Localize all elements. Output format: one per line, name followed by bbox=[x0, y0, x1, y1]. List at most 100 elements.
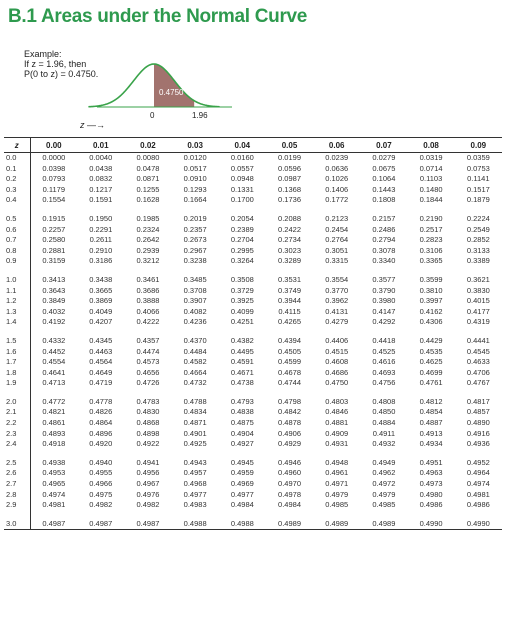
probability-cell: 0.4850 bbox=[372, 407, 396, 417]
group-spacer bbox=[4, 266, 502, 275]
probability-cell: 0.2123 bbox=[325, 213, 349, 223]
spacer-cell bbox=[360, 389, 407, 397]
probability-cell: 0.2673 bbox=[183, 235, 207, 245]
probability-cell: 0.4783 bbox=[136, 396, 160, 406]
table-row: 2.0 0.4772 0.4778 0.4783 0.4788 0.4793 0.4798 0… bbox=[4, 396, 502, 408]
probability-cell: 0.0871 bbox=[136, 174, 160, 184]
probability-cell: 0.1985 bbox=[136, 213, 160, 223]
probability-cell: 0.4573 bbox=[136, 357, 160, 367]
probability-cell: 0.4772 bbox=[42, 396, 66, 406]
z-value-cell: 2.6 bbox=[4, 468, 31, 480]
probability-cell: 0.4913 bbox=[419, 428, 443, 438]
probability-cell: 0.4990 bbox=[407, 518, 455, 531]
probability-cell: 0.4940 bbox=[89, 457, 113, 467]
probability-cell: 0.3925 bbox=[230, 296, 254, 306]
spacer-cell bbox=[266, 450, 313, 458]
probability-cell: 0.4861 bbox=[42, 418, 66, 428]
column-header: 0.04 bbox=[218, 137, 266, 153]
spacer-cell bbox=[360, 206, 407, 214]
probability-cell: 0.3289 bbox=[278, 256, 301, 266]
probability-cell: 0.2794 bbox=[372, 235, 396, 245]
probability-cell: 0.3315 bbox=[325, 256, 349, 266]
probability-cell: 0.4864 bbox=[89, 418, 113, 428]
table-row: 1.1 0.3643 0.3665 0.3686 0.3708 0.3729 0.3749 0… bbox=[4, 285, 502, 297]
probability-cell: 0.4887 bbox=[419, 418, 443, 428]
probability-cell: 0.4956 bbox=[136, 468, 160, 478]
probability-cell: 0.3508 bbox=[230, 274, 254, 284]
table-row: 2.8 0.4974 0.4975 0.4976 0.4977 0.4977 0.4978 0… bbox=[4, 489, 502, 501]
probability-cell: 0.4957 bbox=[183, 468, 207, 478]
probability-cell: 0.4279 bbox=[325, 317, 349, 327]
probability-cell: 0.4975 bbox=[89, 489, 113, 499]
probability-cell: 0.4830 bbox=[136, 407, 160, 417]
probability-cell: 0.3962 bbox=[325, 296, 349, 306]
spacer-cell bbox=[4, 510, 31, 519]
z-value-cell: 2.7 bbox=[4, 479, 31, 490]
probability-cell: 0.4842 bbox=[278, 407, 301, 417]
probability-cell: 0.3106 bbox=[419, 245, 443, 255]
bell-curve bbox=[88, 63, 220, 108]
probability-cell: 0.4370 bbox=[183, 335, 207, 345]
z-direction-indicator: z —→ bbox=[80, 120, 105, 130]
probability-cell: 0.4192 bbox=[42, 317, 66, 327]
column-header: 0.01 bbox=[77, 137, 125, 153]
table-row: 2.2 0.4861 0.4864 0.4868 0.4871 0.4875 0.4878 0… bbox=[4, 418, 502, 429]
spacer-cell bbox=[360, 511, 407, 519]
probability-cell: 0.4236 bbox=[183, 317, 207, 327]
probability-cell: 0.0438 bbox=[89, 163, 113, 173]
probability-cell: 0.4977 bbox=[183, 489, 207, 499]
probability-cell: 0.4265 bbox=[278, 317, 301, 327]
probability-cell: 0.4984 bbox=[278, 500, 301, 510]
spacer-cell bbox=[77, 206, 124, 214]
probability-cell: 0.3907 bbox=[183, 296, 207, 306]
probability-cell: 0.2517 bbox=[419, 224, 443, 234]
probability-cell: 0.4599 bbox=[278, 357, 301, 367]
probability-cell: 0.4066 bbox=[136, 306, 160, 316]
probability-cell: 0.4857 bbox=[466, 407, 490, 417]
table-row: 1.6 0.4452 0.4463 0.4474 0.4484 0.4495 0.4505 0… bbox=[4, 346, 502, 358]
probability-cell: 0.3830 bbox=[466, 285, 490, 295]
probability-cell: 0.0199 bbox=[278, 153, 301, 162]
probability-cell: 0.3365 bbox=[419, 256, 443, 266]
probability-cell: 0.4984 bbox=[230, 500, 254, 510]
probability-cell: 0.4896 bbox=[89, 428, 113, 438]
z-value-cell: 0.9 bbox=[4, 256, 31, 267]
probability-cell: 0.4744 bbox=[278, 378, 301, 388]
probability-cell: 0.4973 bbox=[419, 479, 443, 489]
probability-cell: 0.4878 bbox=[278, 418, 301, 428]
probability-cell: 0.0948 bbox=[230, 174, 254, 184]
probability-cell: 0.4854 bbox=[419, 407, 443, 417]
probability-cell: 0.4987 bbox=[77, 518, 125, 531]
probability-cell: 0.4961 bbox=[325, 468, 349, 478]
table-row: 2.5 0.4938 0.4940 0.4941 0.4943 0.4945 0.4946 0… bbox=[4, 457, 502, 469]
probability-cell: 0.2088 bbox=[278, 213, 301, 223]
spacer-cell bbox=[172, 511, 219, 519]
probability-cell: 0.2910 bbox=[89, 245, 113, 255]
probability-cell: 0.4979 bbox=[325, 489, 349, 499]
probability-cell: 0.2389 bbox=[230, 224, 254, 234]
probability-cell: 0.4147 bbox=[372, 306, 396, 316]
probability-cell: 0.3869 bbox=[89, 296, 113, 306]
spacer-cell bbox=[408, 206, 455, 214]
probability-cell: 0.4761 bbox=[419, 378, 443, 388]
probability-cell: 0.4970 bbox=[278, 479, 301, 489]
z-value-cell: 2.4 bbox=[4, 439, 31, 450]
probability-cell: 0.4505 bbox=[278, 346, 301, 356]
probability-cell: 0.4948 bbox=[325, 457, 349, 467]
z-value-cell: 0.8 bbox=[4, 245, 31, 257]
probability-cell: 0.1628 bbox=[136, 195, 160, 205]
probability-cell: 0.0319 bbox=[419, 153, 443, 162]
probability-cell: 0.4177 bbox=[466, 306, 490, 316]
probability-cell: 0.4988 bbox=[218, 518, 266, 531]
probability-cell: 0.3643 bbox=[42, 285, 66, 295]
probability-cell: 0.4484 bbox=[183, 346, 207, 356]
probability-cell: 0.3159 bbox=[42, 256, 66, 266]
probability-cell: 0.4941 bbox=[136, 457, 160, 467]
table-row: 1.4 0.4192 0.4207 0.4222 0.4236 0.4251 0.4265 0… bbox=[4, 317, 502, 328]
spacer-cell bbox=[4, 388, 31, 397]
probability-cell: 0.4625 bbox=[419, 357, 443, 367]
probability-cell: 0.2939 bbox=[136, 245, 160, 255]
right-arrow-icon: —→ bbox=[87, 120, 106, 130]
tick-z-label: 1.96 bbox=[192, 111, 208, 120]
probability-cell: 0.4977 bbox=[230, 489, 254, 499]
